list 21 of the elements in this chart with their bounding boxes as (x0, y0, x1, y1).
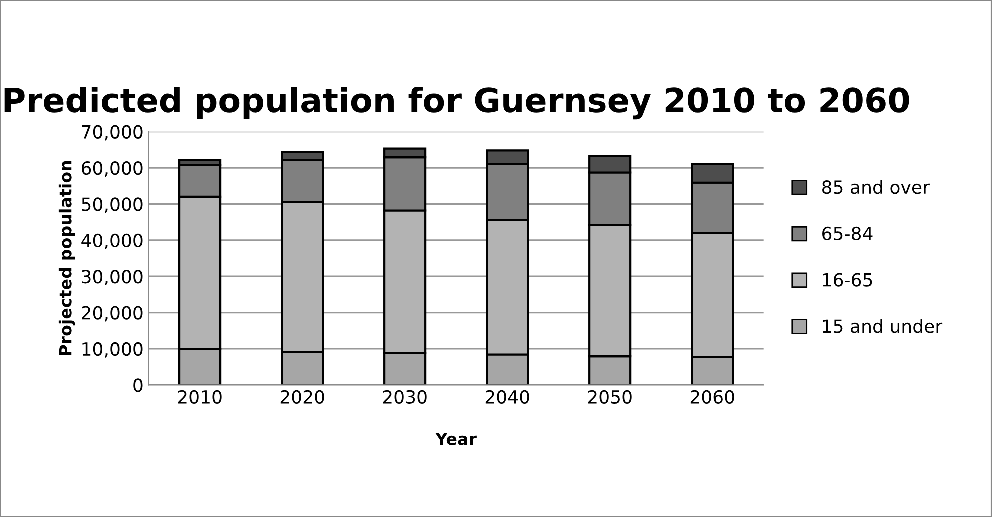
y-tick-label: 50,000 (82, 198, 143, 214)
x-tick-label: 2010 (178, 390, 222, 404)
x-tick-label: 2040 (486, 390, 530, 404)
y-axis-title: Projected population (58, 161, 76, 356)
x-axis-title: Year (435, 433, 477, 446)
y-tick-label: 60,000 (82, 161, 143, 177)
chart-title: Predicted population for Guernsey 2010 to 2060 (4, 87, 910, 120)
y-tick-label: 20,000 (82, 306, 143, 322)
x-tick-label: 2030 (383, 390, 427, 404)
legend-label: 15 and under (823, 319, 943, 334)
y-tick-label: 0 (134, 378, 143, 392)
legend-label: 65-84 (822, 226, 873, 241)
y-tick-label: 30,000 (82, 270, 143, 286)
y-tick-label: 10,000 (82, 342, 143, 358)
y-tick-label: 70,000 (82, 125, 143, 141)
x-tick-label: 2060 (690, 390, 734, 404)
y-tick-label: 40,000 (82, 234, 143, 250)
x-tick-label: 2020 (280, 390, 324, 404)
legend-label: 85 and over (822, 180, 930, 194)
x-tick-label: 2050 (588, 390, 632, 404)
legend-label: 16-65 (823, 273, 872, 287)
